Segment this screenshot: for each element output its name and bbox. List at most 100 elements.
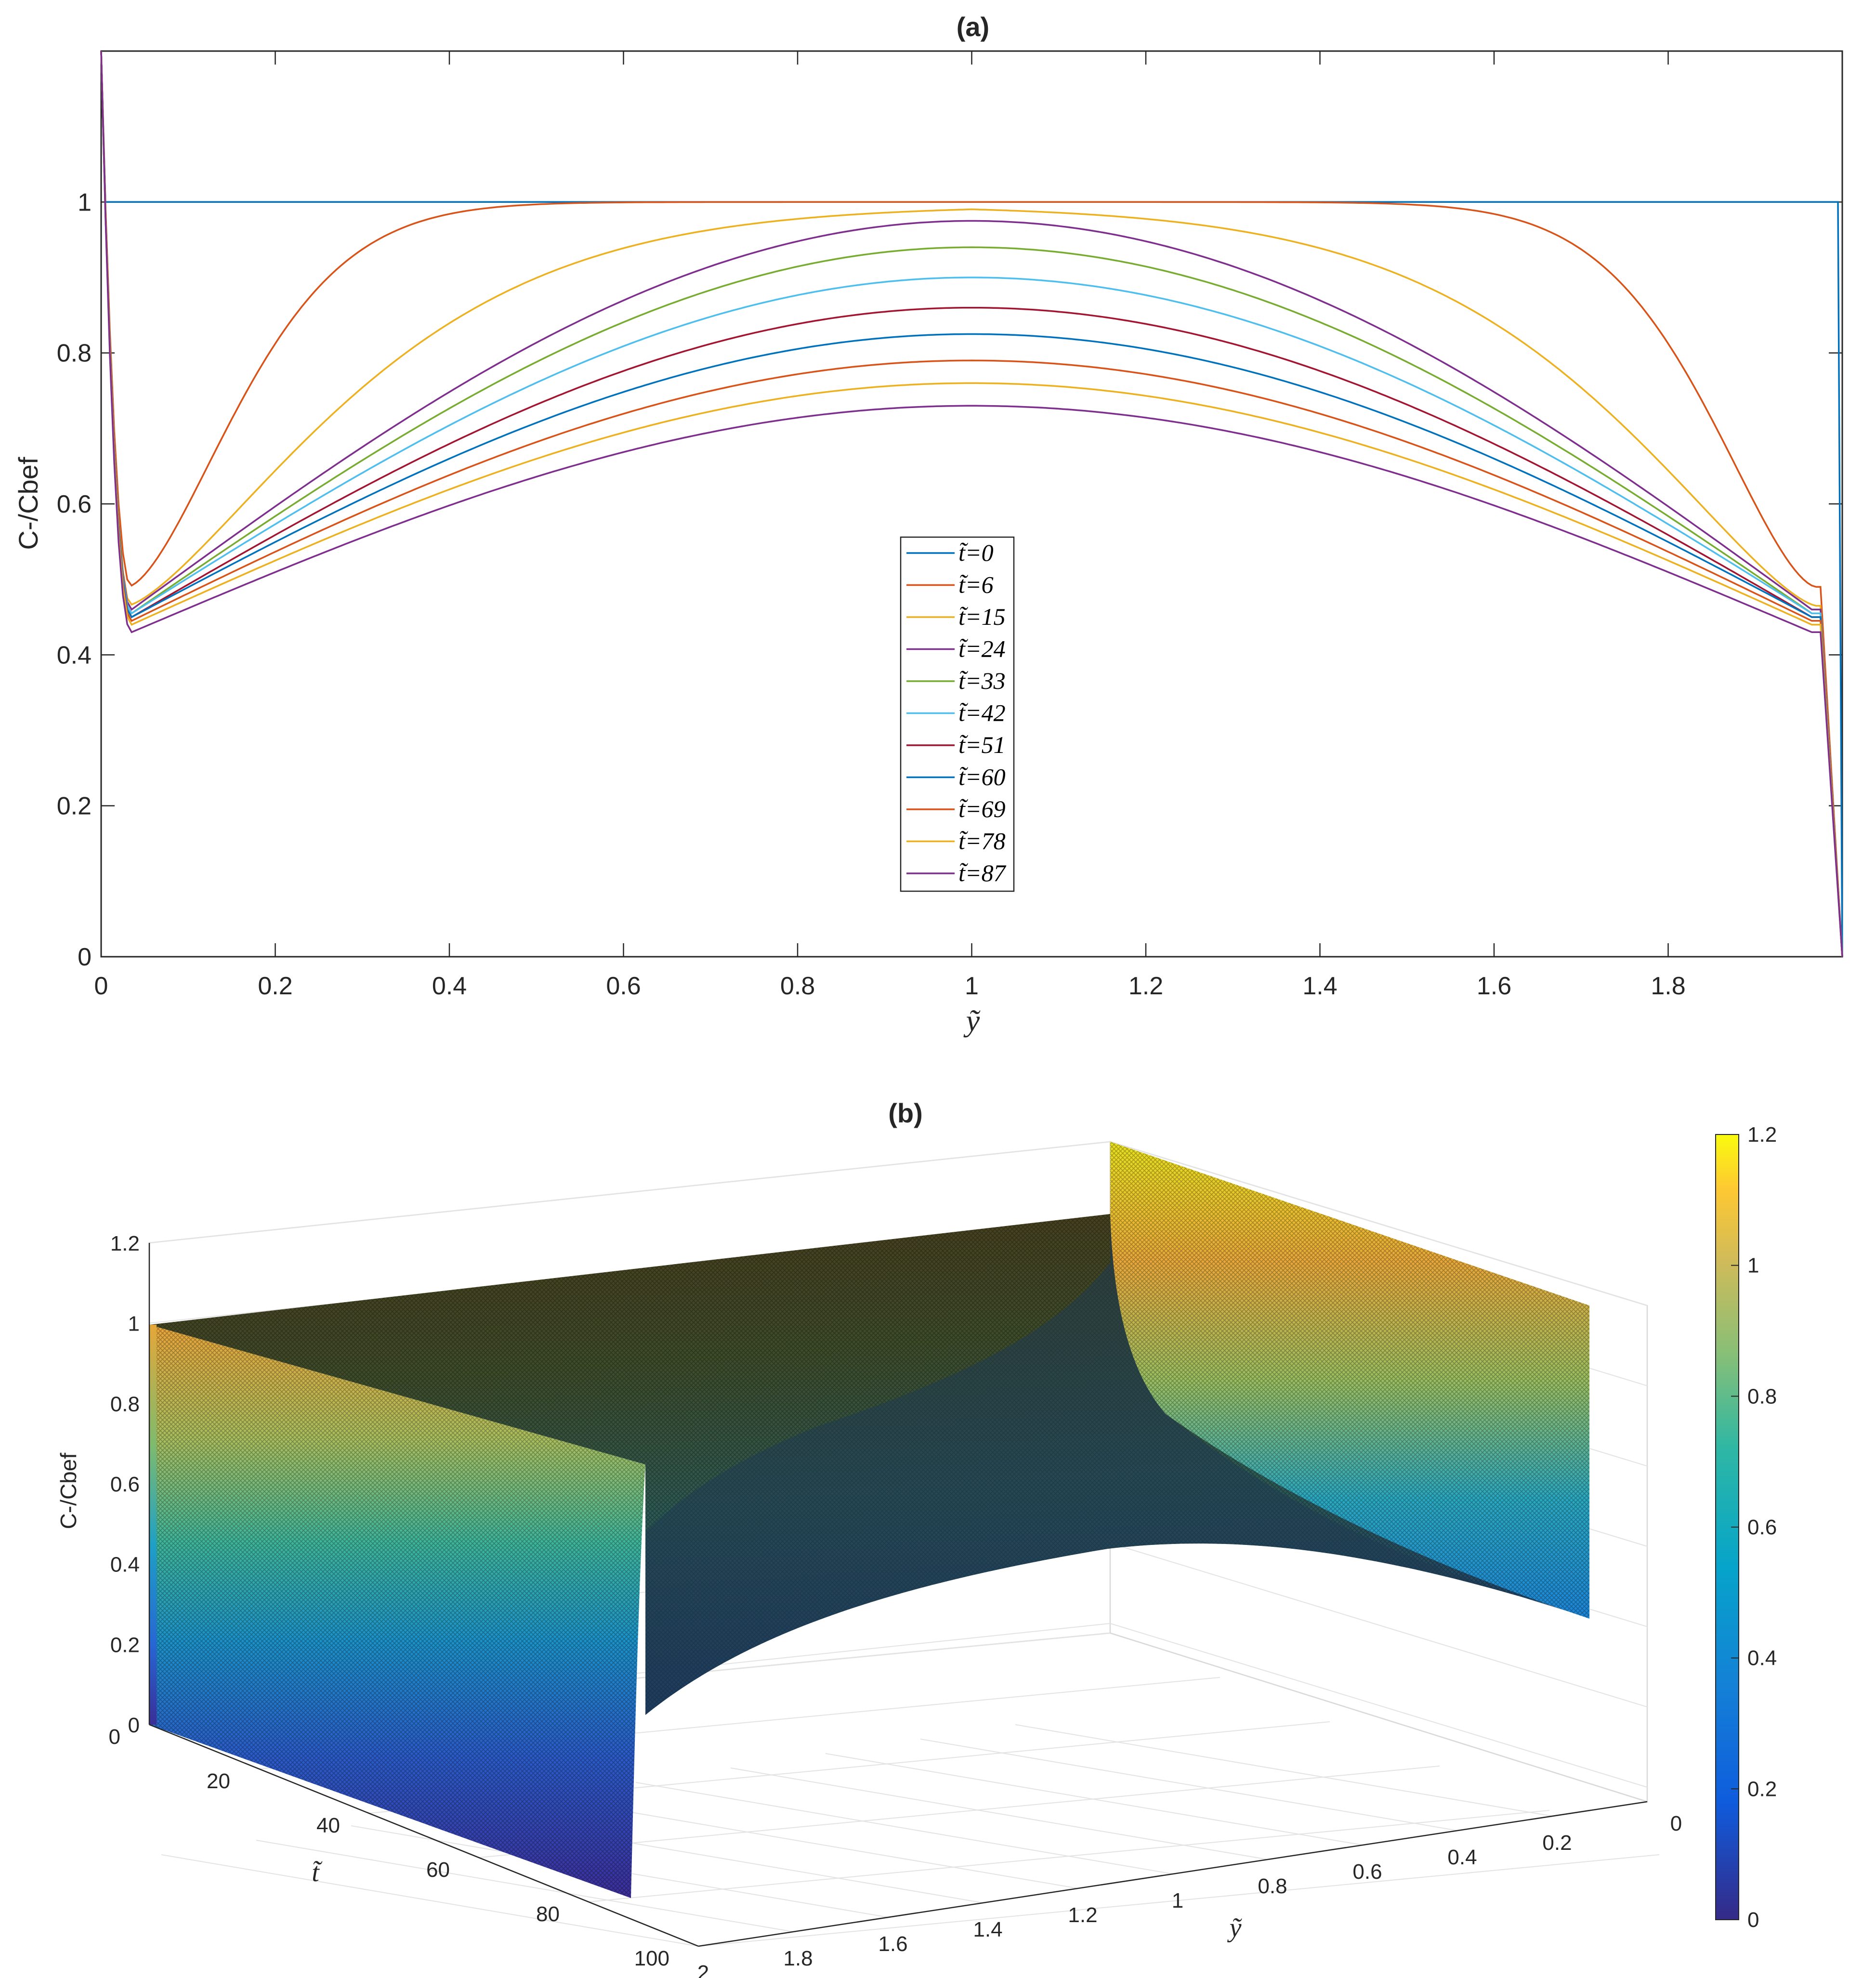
panel-a-legend: t̃=0 t̃=6 t̃=15 t̃=24 t̃=33 t̃=42 t̃=51 t̃=60 t̃…	[900, 536, 1015, 892]
y-floor-grid-line	[1015, 1724, 1553, 1817]
panel-b-surface	[149, 1142, 1589, 1898]
series-line-7	[100, 51, 1843, 957]
panel-a: (a) 0 0.2 0.4 0.6 0.8 1 1.2 1.4 1.6 1.8 0 0.2 0.4 0.6…	[13, 12, 1843, 1038]
y-tick-label: 1.8	[783, 1947, 813, 1970]
x-tick-label: 0.2	[258, 972, 292, 1000]
y-tick-label: 0	[78, 943, 92, 971]
z-tick-label: 1	[128, 1312, 140, 1336]
t-floor-grid-line	[588, 1810, 1550, 1902]
surface-front-face-mesh	[149, 1325, 645, 1898]
y-tick-label-origin: 0	[1670, 1812, 1682, 1835]
t-tick-label: 20	[207, 1769, 230, 1793]
t-tick-label: 60	[426, 1858, 450, 1882]
y-tick-label: 0.8	[57, 340, 92, 368]
x-tick-label: 0.4	[432, 972, 467, 1000]
z-grid-line-right	[1110, 1141, 1648, 1306]
surface-left-edge	[149, 1325, 157, 1725]
legend-label: t̃=60	[958, 764, 1006, 791]
z-tick-label: 0	[128, 1714, 140, 1737]
y-axis-line	[698, 1801, 1648, 1947]
legend-label: t̃=51	[958, 731, 1006, 758]
colorbar-tick-label: 0	[1747, 1908, 1759, 1932]
y-tick-label: 2	[697, 1961, 709, 1978]
colorbar: 0 0.2 0.4 0.6 0.8 1 1.2	[1715, 1123, 1777, 1932]
y-tick-label: 0.2	[1542, 1831, 1572, 1855]
panel-a-xlabel: ỹ	[963, 1003, 981, 1038]
x-tick-label: 0.6	[606, 972, 641, 1000]
x-tick-label: 1.8	[1651, 972, 1685, 1000]
legend-label: t̃=6	[958, 571, 994, 598]
y-floor-grid-line	[161, 1854, 699, 1947]
colorbar-ticks: 0 0.2 0.4 0.6 0.8 1 1.2	[1731, 1123, 1777, 1932]
colorbar-tick-label: 1.2	[1747, 1123, 1777, 1147]
surface-inner-sheet	[645, 1214, 1585, 1715]
series-line-8	[100, 51, 1843, 957]
y-floor-grid-line	[730, 1767, 1268, 1860]
panel-b-tlabel: t̃	[312, 1858, 323, 1887]
panel-b-zlabel: C-/Cbef	[56, 1453, 81, 1530]
x-tick-label: 1	[965, 972, 979, 1000]
legend-label: t̃=78	[958, 828, 1006, 855]
legend-items: t̃=0 t̃=6 t̃=15 t̃=24 t̃=33 t̃=42 t̃=51 t̃=60 t̃…	[906, 539, 1007, 886]
z-grid-line-right	[1110, 1623, 1648, 1788]
y-tick-label: 0.2	[57, 792, 92, 820]
panel-a-ylabel: C-/Cbef	[13, 457, 43, 550]
legend-label: t̃=24	[958, 635, 1006, 662]
series-line-10	[100, 51, 1843, 957]
t-tick-label: 100	[634, 1947, 669, 1970]
panel-b-ylabel: ỹ	[1227, 1913, 1243, 1943]
colorbar-tick-label: 1	[1747, 1254, 1759, 1278]
legend-box	[900, 536, 1015, 892]
y-tick-label: 0.4	[1447, 1846, 1477, 1869]
series-line-9	[100, 51, 1843, 957]
x-tick-label: 0.8	[780, 972, 815, 1000]
legend-label: t̃=42	[958, 699, 1006, 726]
legend-label: t̃=15	[958, 603, 1006, 630]
panel-b: (b) 0 0.2 0.4 0.6 0.8 1 1.2 0 0.2 0.4 0.6 0.8 1 1.2 1.…	[56, 1098, 1777, 1978]
y-tick-label: 0.4	[57, 641, 92, 669]
y-floor-grid-line	[920, 1739, 1458, 1831]
panel-b-ticks: 0 0.2 0.4 0.6 0.8 1 1.2 0 0.2 0.4 0.6 0.8 1 1.2 1.4 1.6…	[109, 1232, 1682, 1978]
legend-label: t̃=0	[958, 539, 994, 566]
surface-back-wall-mesh	[1110, 1142, 1589, 1619]
x-tick-label: 1.2	[1128, 972, 1163, 1000]
series-line-4	[100, 51, 1843, 957]
colorbar-tick-label: 0.4	[1747, 1647, 1777, 1670]
z-grid-line	[149, 1141, 1111, 1243]
z-tick-label: 1.2	[110, 1232, 140, 1255]
y-tick-label: 1.6	[878, 1932, 907, 1956]
colorbar-tick-label: 0.6	[1747, 1516, 1777, 1539]
z-tick-label: 0.4	[110, 1553, 140, 1577]
z-tick-label: 0.6	[110, 1473, 140, 1496]
legend-label: t̃=87	[958, 859, 1007, 886]
series-line-5	[100, 51, 1843, 957]
x-tick-label: 1.4	[1302, 972, 1337, 1000]
t-tick-label: 0	[109, 1725, 120, 1749]
series-line-1	[100, 51, 1843, 957]
y-floor-grid-line	[256, 1840, 794, 1932]
colorbar-tick-label: 0.2	[1747, 1777, 1777, 1801]
series-line-3	[100, 51, 1843, 957]
y-tick-label: 1	[78, 188, 92, 216]
y-tick-label: 0.8	[1258, 1874, 1287, 1898]
y-tick-label: 1.4	[973, 1918, 1002, 1941]
y-tick-label: 0.6	[1352, 1860, 1382, 1884]
colorbar-tick-label: 0.8	[1747, 1385, 1777, 1408]
t-axis-line	[149, 1724, 699, 1947]
z-grid-line-right	[1110, 1543, 1648, 1708]
x-tick-label: 1.6	[1477, 972, 1511, 1000]
x-tick-label: 0	[94, 972, 108, 1000]
t-tick-label: 80	[536, 1902, 560, 1926]
y-tick-label: 1.2	[1068, 1903, 1097, 1927]
t-tick-label: 40	[316, 1814, 340, 1837]
panel-a-lines	[100, 51, 1843, 957]
legend-label: t̃=69	[958, 795, 1006, 822]
panel-a-title: (a)	[957, 12, 989, 42]
panel-b-title: (b)	[888, 1098, 923, 1128]
z-tick-label: 0.8	[110, 1392, 140, 1416]
panel-a-ticks: 0 0.2 0.4 0.6 0.8 1 1.2 1.4 1.6 1.8 0 0.2 0.4 0.6 0.8 1	[57, 51, 1842, 1000]
z-tick-label: 0.2	[110, 1633, 140, 1657]
y-floor-grid-line	[635, 1782, 1173, 1874]
legend-label: t̃=33	[958, 667, 1006, 694]
